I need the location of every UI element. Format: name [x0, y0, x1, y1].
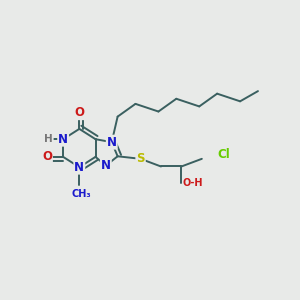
Text: N: N	[74, 161, 84, 174]
Text: S: S	[136, 152, 145, 165]
Text: methyl: methyl	[79, 192, 84, 194]
Text: N: N	[101, 159, 111, 172]
Text: O: O	[74, 106, 84, 119]
Text: O-H: O-H	[183, 178, 203, 188]
Text: N: N	[107, 136, 117, 148]
Text: Cl: Cl	[217, 148, 230, 161]
Text: CH₃: CH₃	[71, 189, 91, 199]
Text: H: H	[44, 134, 53, 144]
Text: N: N	[58, 133, 68, 146]
Text: O: O	[42, 150, 52, 164]
